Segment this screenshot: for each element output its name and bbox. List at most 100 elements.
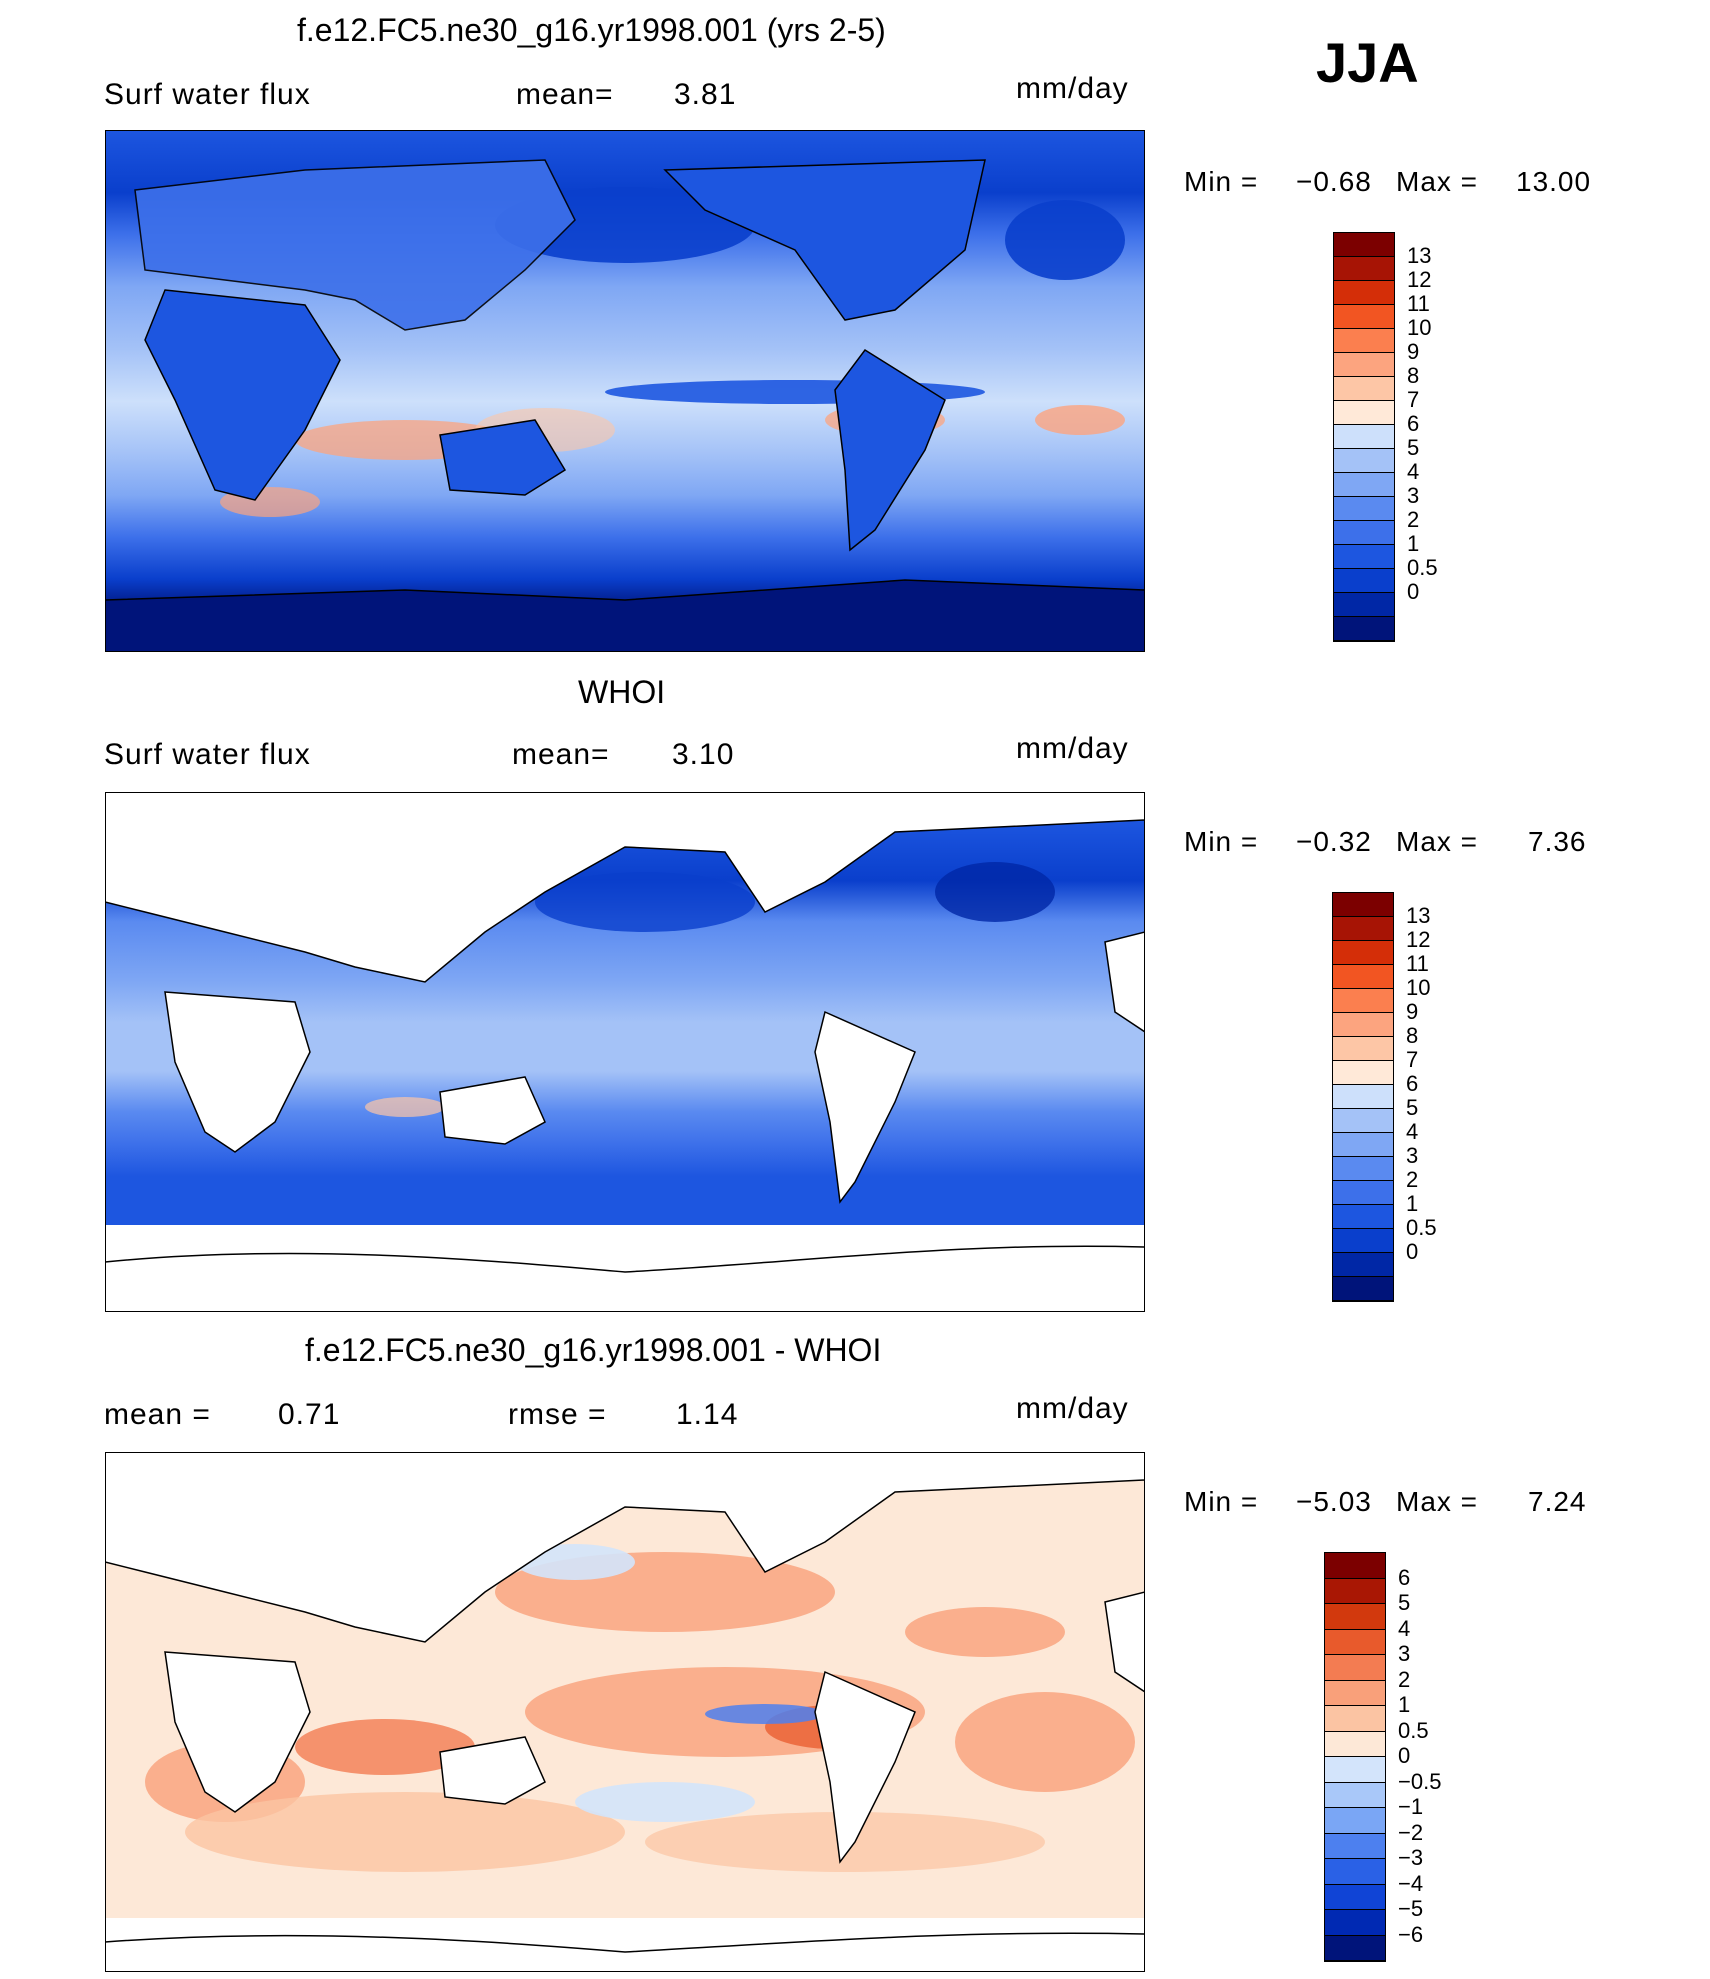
colorbar-segment xyxy=(1334,569,1394,593)
colorbar-segment xyxy=(1333,1253,1393,1277)
colorbar-tick-label: 7 xyxy=(1407,387,1420,412)
colorbar-tick-label: 11 xyxy=(1407,291,1430,316)
colorbar-tick-label: 5 xyxy=(1407,435,1420,460)
colorbar-segment xyxy=(1325,1655,1385,1681)
colorbar-tick-label: 13 xyxy=(1407,243,1432,268)
colorbar-segment xyxy=(1334,593,1394,617)
colorbar-segment xyxy=(1334,425,1394,449)
colorbar-segment xyxy=(1334,473,1394,497)
colorbar-segment xyxy=(1325,1808,1385,1834)
panel1-min-value: −0.68 xyxy=(1296,166,1372,197)
colorbar-tick-label: 8 xyxy=(1406,1023,1419,1048)
panel3-mean-label: mean = xyxy=(104,1398,211,1431)
colorbar-segment xyxy=(1333,1061,1393,1085)
colorbar-segment xyxy=(1334,545,1394,569)
panel1-max-value: 13.00 xyxy=(1516,166,1592,197)
colorbar-tick-label: 2 xyxy=(1398,1666,1411,1692)
panel3-mean-value: 0.71 xyxy=(278,1398,341,1431)
panel1-colorbar xyxy=(1333,232,1395,642)
colorbar-tick-label: 8 xyxy=(1407,363,1420,388)
colorbar-segment xyxy=(1334,329,1394,353)
colorbar-segment xyxy=(1325,1604,1385,1630)
colorbar-segment xyxy=(1334,233,1394,257)
colorbar-tick-label: 9 xyxy=(1407,339,1420,364)
panel3-max-value: 7.24 xyxy=(1528,1486,1587,1517)
panel3-min-label: Min = xyxy=(1184,1486,1259,1517)
colorbar-segment xyxy=(1333,893,1393,917)
colorbar-segment xyxy=(1333,917,1393,941)
panel1-variable: Surf water flux xyxy=(104,78,311,111)
colorbar-tick-label: −3 xyxy=(1398,1845,1424,1870)
colorbar-tick-label: 1 xyxy=(1398,1692,1411,1717)
colorbar-segment xyxy=(1334,281,1394,305)
colorbar-segment xyxy=(1333,1013,1393,1037)
colorbar-tick-label: −5 xyxy=(1398,1896,1424,1921)
colorbar-tick-label: 0 xyxy=(1398,1743,1411,1768)
panel3-map xyxy=(105,1452,1145,1972)
colorbar-segment xyxy=(1333,1181,1393,1205)
colorbar-tick-label: −1 xyxy=(1398,1794,1424,1819)
colorbar-segment xyxy=(1333,1229,1393,1253)
colorbar-tick-label: 7 xyxy=(1406,1047,1419,1072)
colorbar-tick-label: 0.5 xyxy=(1407,555,1438,580)
panel1-max-label: Max = xyxy=(1396,166,1479,197)
panel1-units: mm/day xyxy=(1016,72,1129,105)
colorbar-tick-label: 10 xyxy=(1406,975,1431,1000)
colorbar-segment xyxy=(1325,1884,1385,1910)
panel2-mean-label: mean= xyxy=(512,738,610,771)
colorbar-segment xyxy=(1333,1277,1393,1301)
panel3-max-label: Max = xyxy=(1396,1486,1479,1517)
panel2-mean-value: 3.10 xyxy=(672,738,735,771)
panel3-rmse-label: rmse = xyxy=(508,1398,607,1431)
colorbar-segment xyxy=(1333,1109,1393,1133)
colorbar-segment xyxy=(1333,1085,1393,1109)
colorbar-segment xyxy=(1325,1706,1385,1732)
colorbar-tick-label: 2 xyxy=(1407,507,1420,532)
colorbar-tick-label: 3 xyxy=(1407,483,1420,508)
colorbar-segment xyxy=(1333,1157,1393,1181)
colorbar-tick-label: 0.5 xyxy=(1398,1717,1429,1743)
colorbar-segment xyxy=(1333,965,1393,989)
colorbar-tick-label: −2 xyxy=(1398,1819,1424,1845)
colorbar-segment xyxy=(1334,497,1394,521)
panel2-title: WHOI xyxy=(578,674,666,710)
colorbar-segment xyxy=(1325,1833,1385,1859)
colorbar-segment xyxy=(1334,617,1394,641)
panel3-units: mm/day xyxy=(1016,1392,1129,1425)
colorbar-segment xyxy=(1334,305,1394,329)
colorbar-segment xyxy=(1325,1859,1385,1885)
season-label: JJA xyxy=(1316,31,1419,94)
panel3-colorbar xyxy=(1324,1552,1386,1962)
panel2-max-label: Max = xyxy=(1396,826,1479,857)
panel1-min-label: Min = xyxy=(1184,166,1259,197)
colorbar-tick-label: 13 xyxy=(1406,903,1431,928)
colorbar-segment xyxy=(1325,1935,1385,1961)
panel1-title: f.e12.FC5.ne30_g16.yr1998.001 (yrs 2-5) xyxy=(297,12,886,48)
panel2-max-value: 7.36 xyxy=(1528,826,1587,857)
colorbar-tick-label: 4 xyxy=(1398,1615,1411,1641)
colorbar-tick-label: 6 xyxy=(1398,1564,1411,1590)
colorbar-tick-label: 5 xyxy=(1406,1095,1419,1120)
panel2-variable: Surf water flux xyxy=(104,738,311,771)
colorbar-tick-label: 0 xyxy=(1406,1239,1419,1264)
colorbar-tick-label: 3 xyxy=(1406,1143,1419,1168)
colorbar-tick-label: 12 xyxy=(1407,267,1432,292)
colorbar-tick-label: −6 xyxy=(1398,1921,1424,1947)
panel2-min-value: −0.32 xyxy=(1296,826,1372,857)
panel2-map xyxy=(105,792,1145,1312)
colorbar-segment xyxy=(1333,1037,1393,1061)
panel3-rmse-value: 1.14 xyxy=(676,1398,739,1431)
panel3-min-value: −5.03 xyxy=(1296,1486,1372,1517)
panel1-mean-value: 3.81 xyxy=(674,78,737,111)
colorbar-segment xyxy=(1325,1910,1385,1936)
colorbar-tick-label: 3 xyxy=(1398,1641,1411,1666)
panel2-colorbar xyxy=(1332,892,1394,1302)
colorbar-segment xyxy=(1325,1629,1385,1655)
colorbar-tick-label: 4 xyxy=(1406,1119,1419,1144)
colorbar-tick-label: 12 xyxy=(1406,927,1431,952)
colorbar-tick-label: 2 xyxy=(1406,1167,1419,1192)
colorbar-tick-label: 4 xyxy=(1407,459,1420,484)
colorbar-segment xyxy=(1325,1782,1385,1808)
colorbar-tick-label: 1 xyxy=(1407,531,1420,556)
panel2-min-label: Min = xyxy=(1184,826,1259,857)
